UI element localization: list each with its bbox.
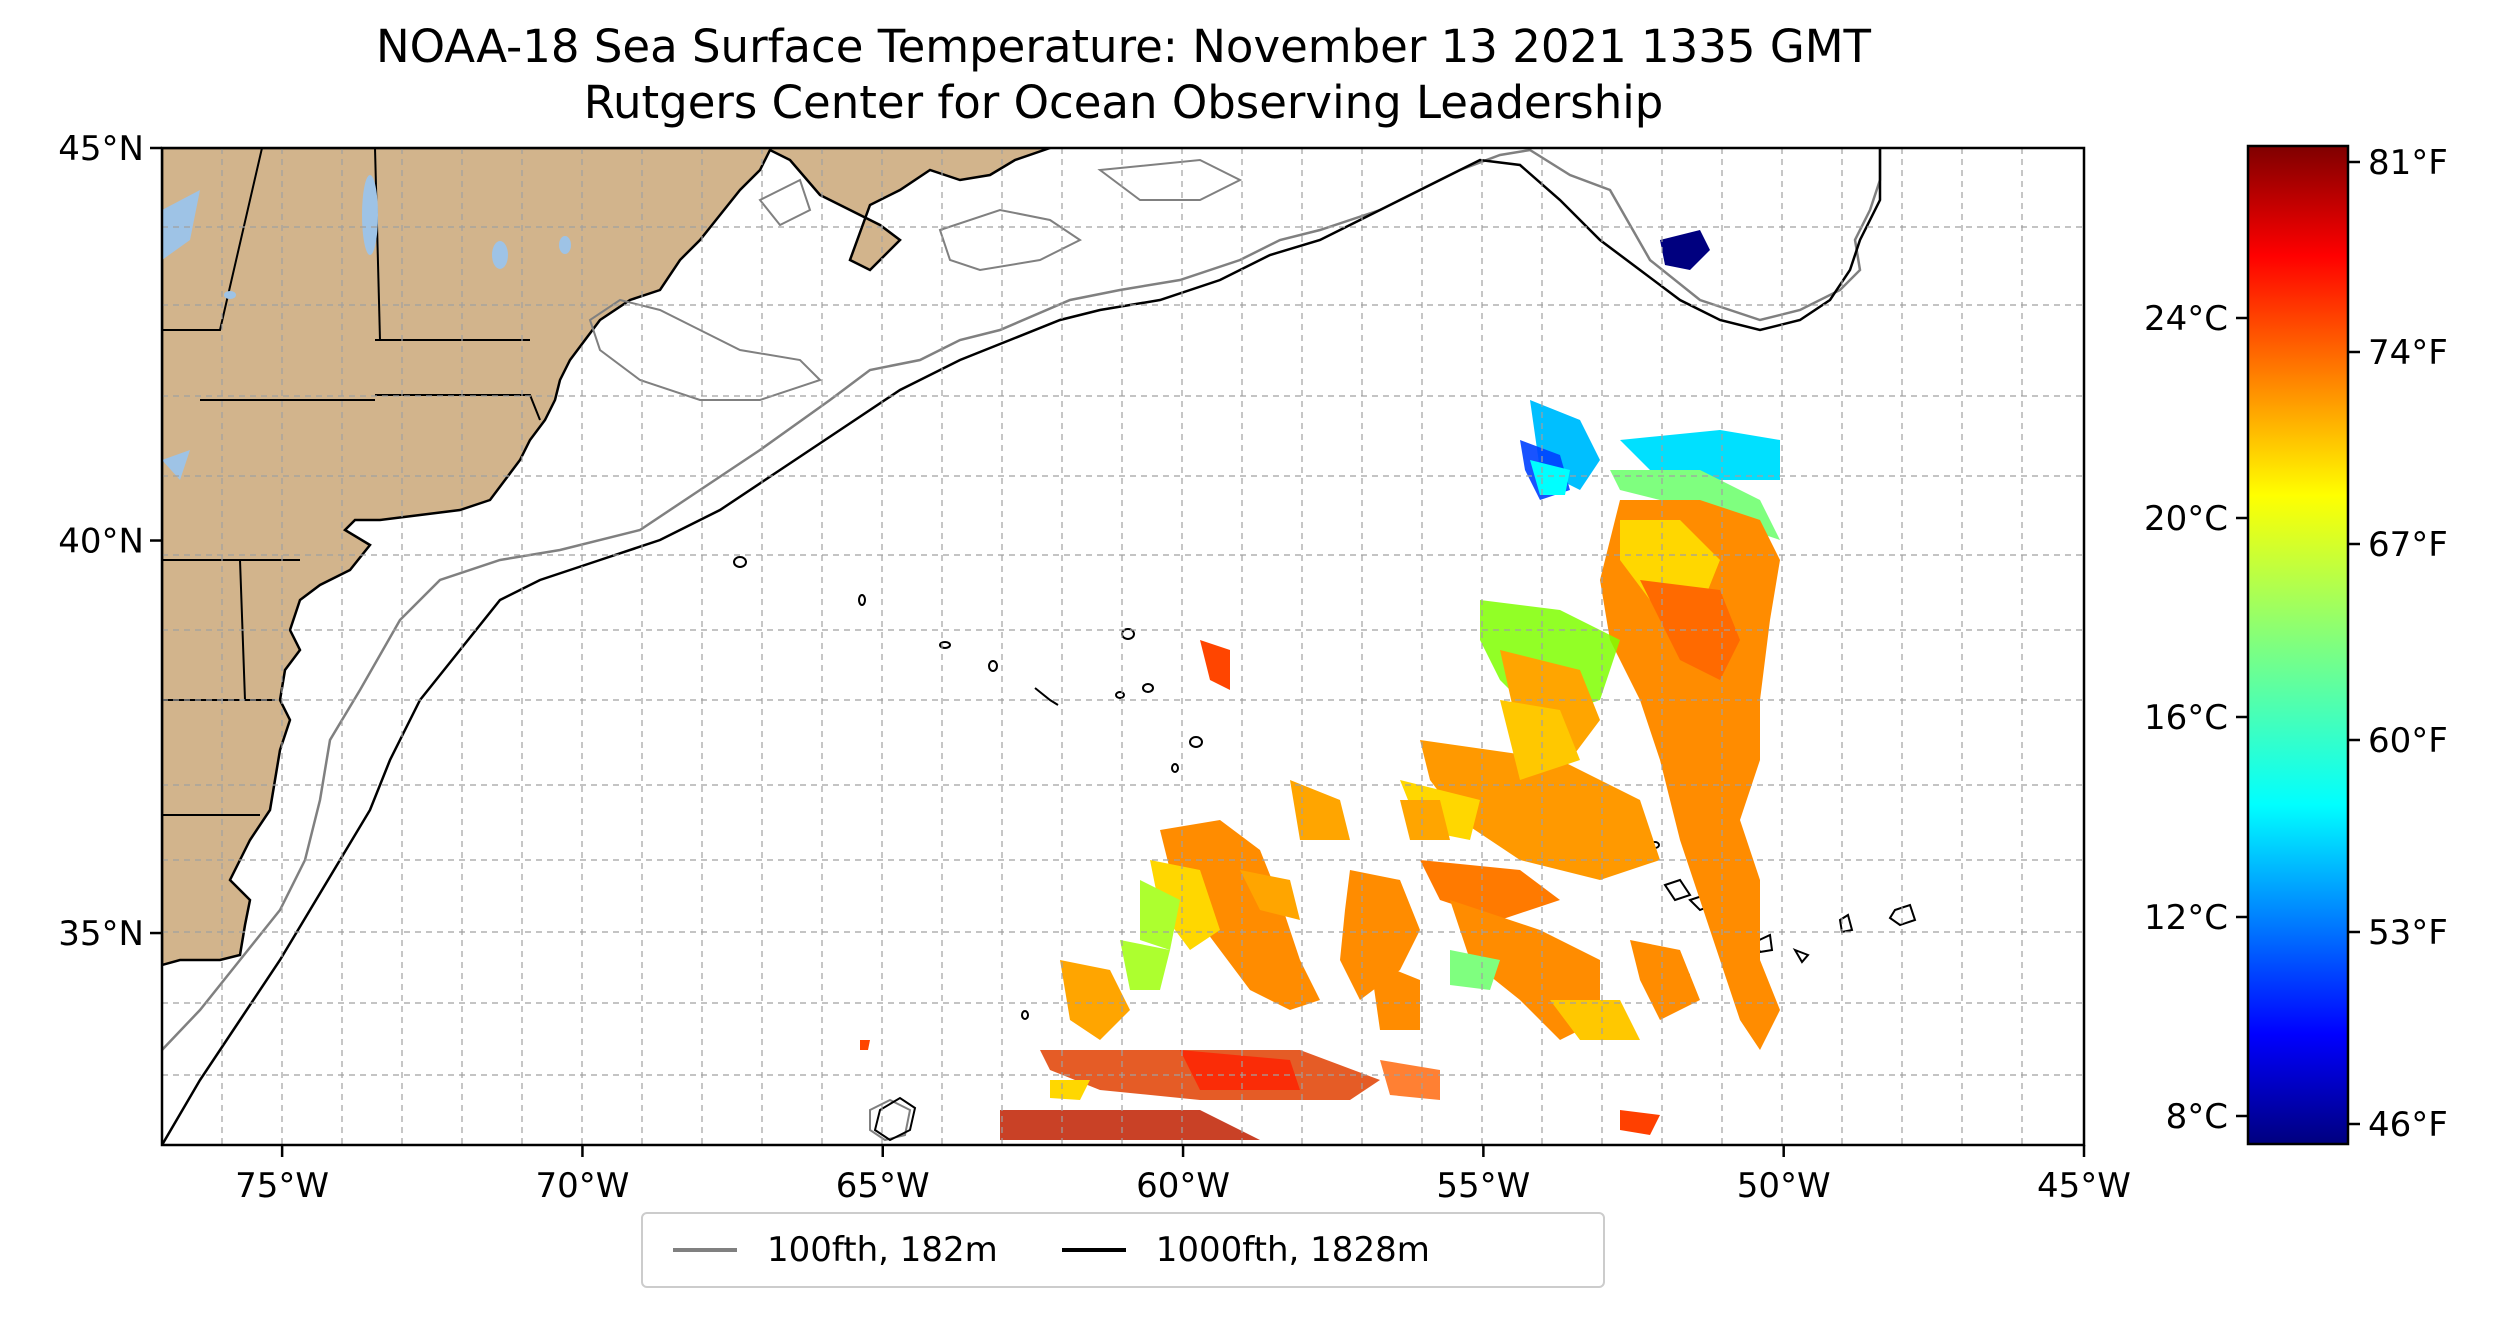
land-us-east-coast: [162, 148, 1051, 967]
legend-item-1000fth: 1000fth, 1828m: [1061, 1230, 1430, 1270]
fahrenheit-tick-label: 74°F: [2368, 333, 2448, 373]
legend-swatch-grey: [673, 1248, 737, 1252]
celsius-tick-label: 12°C: [2144, 898, 2228, 938]
isobath-legend: 100fth, 182m 1000fth, 1828m: [641, 1212, 1605, 1288]
legend-item-100fth: 100fth, 182m: [673, 1230, 998, 1270]
lat-tick-label: 35°N: [58, 914, 144, 954]
lon-tick-label: 65°W: [836, 1166, 930, 1206]
colorbar-fahrenheit-axis: 81°F 74°F 67°F 60°F 53°F 46°F: [2348, 143, 2448, 1145]
longitude-axis: 75°W 70°W 65°W 60°W 55°W 50°W 45°W: [235, 1145, 2131, 1206]
isobath-100fth: [162, 148, 1882, 1051]
celsius-tick-label: 8°C: [2166, 1097, 2228, 1137]
colorbar-gradient: [2246, 144, 2350, 1146]
legend-label: 1000fth, 1828m: [1155, 1230, 1430, 1270]
map-title-line1: NOAA-18 Sea Surface Temperature: Novembe…: [375, 20, 1872, 73]
lon-tick-label: 45°W: [2037, 1166, 2131, 1206]
fahrenheit-tick-label: 67°F: [2368, 525, 2448, 565]
lon-tick-label: 60°W: [1136, 1166, 1230, 1206]
lon-tick-label: 75°W: [235, 1166, 329, 1206]
map-area: [162, 148, 2084, 1145]
lon-tick-label: 55°W: [1436, 1166, 1530, 1206]
legend-swatch-black: [1061, 1248, 1126, 1252]
graticule: [162, 148, 2084, 1145]
fahrenheit-tick-label: 46°F: [2368, 1105, 2448, 1145]
lon-tick-label: 70°W: [535, 1166, 629, 1206]
map-title-line2: Rutgers Center for Ocean Observing Leade…: [583, 76, 1664, 129]
colorbar: 24°C 20°C 16°C 12°C 8°C 81°F 74°F 67°F 60°F 53°F…: [2144, 143, 2448, 1146]
celsius-tick-label: 24°C: [2144, 299, 2228, 339]
fahrenheit-tick-label: 60°F: [2368, 721, 2448, 761]
lat-tick-label: 40°N: [58, 522, 144, 562]
fahrenheit-tick-label: 81°F: [2368, 143, 2448, 183]
lon-tick-label: 50°W: [1737, 1166, 1831, 1206]
latitude-axis: 45°N 40°N 35°N: [58, 129, 162, 954]
fahrenheit-tick-label: 53°F: [2368, 913, 2448, 953]
legend-label: 100fth, 182m: [767, 1230, 998, 1270]
colorbar-celsius-axis: 24°C 20°C 16°C 12°C 8°C: [2144, 299, 2248, 1137]
celsius-tick-label: 20°C: [2144, 499, 2228, 539]
map-frame: [160, 146, 2086, 1147]
inland-water: [162, 175, 1710, 480]
lat-tick-label: 45°N: [58, 129, 144, 169]
isobath-1000fth: [162, 148, 1882, 1145]
celsius-tick-label: 16°C: [2144, 698, 2228, 738]
